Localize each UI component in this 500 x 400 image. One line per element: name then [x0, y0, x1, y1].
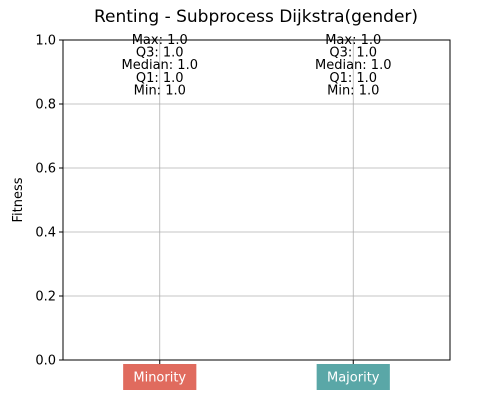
- stat-label: Q1: 1.0: [329, 71, 377, 86]
- y-tick-label: 1.0: [35, 34, 56, 49]
- x-tick-label: Minority: [133, 371, 186, 386]
- chart-title: Renting - Subprocess Dijkstra(gender): [94, 7, 418, 27]
- y-tick-label: 0.8: [35, 98, 56, 113]
- plot-frame: [62, 39, 451, 361]
- stat-label: Median: 1.0: [315, 58, 391, 73]
- y-tick-label: 0.2: [35, 290, 56, 305]
- category-badge-majority: [316, 364, 390, 390]
- y-axis-label: Fitness: [11, 177, 26, 222]
- stat-label: Q1: 1.0: [136, 71, 184, 86]
- y-tick-label: 0.0: [35, 354, 56, 369]
- y-tick-label: 0.4: [35, 226, 56, 241]
- stat-label: Min: 1.0: [327, 83, 379, 98]
- stat-label: Median: 1.0: [122, 58, 198, 73]
- stat-label: Min: 1.0: [134, 83, 186, 98]
- stat-label: Q3: 1.0: [136, 46, 184, 61]
- y-axis: 0.0 0.2 0.4 0.6 0.8 1.0: [35, 34, 354, 369]
- category-labels: Minority Majority: [123, 364, 390, 390]
- category-badge-minority: [123, 364, 197, 390]
- y-tick-label: 0.6: [35, 162, 56, 177]
- x-tick-label: Majority: [327, 371, 380, 386]
- grid-lines: [63, 39, 450, 361]
- stat-label: Q3: 1.0: [329, 46, 377, 61]
